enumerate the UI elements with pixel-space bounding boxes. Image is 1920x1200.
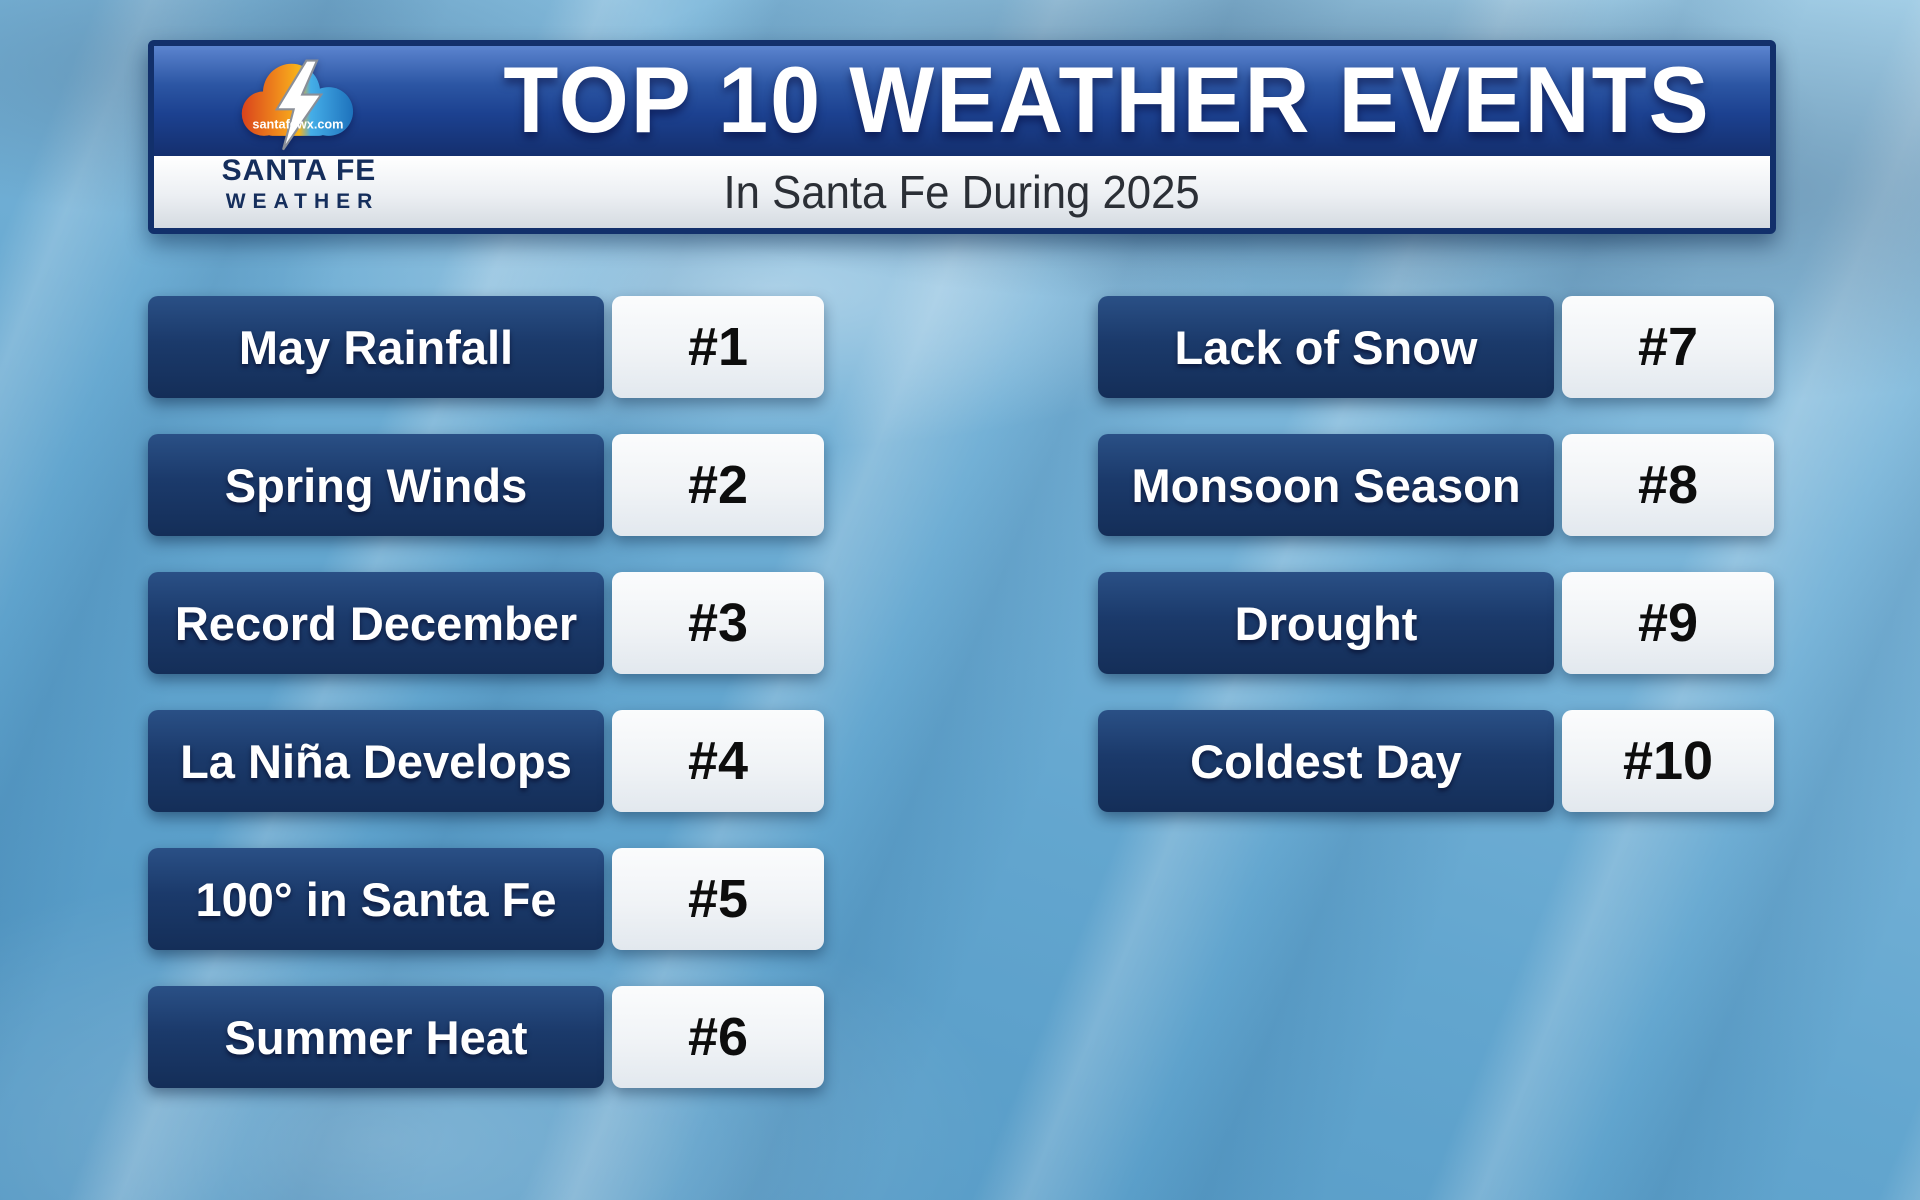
event-label: Drought [1098,572,1554,674]
station-name-line1: SANTA FE [221,154,377,187]
rank-row: May Rainfall #1 [148,296,824,398]
station-name: SANTA FE WEATHER [219,154,380,213]
page-title: TOP 10 WEATHER EVENTS [503,48,1711,153]
rank-row: Summer Heat #6 [148,986,824,1088]
event-label: Lack of Snow [1098,296,1554,398]
logo-site-text: santafewx.com [252,116,343,131]
rank-badge: #8 [1562,434,1774,536]
event-label: Spring Winds [148,434,604,536]
rank-badge: #4 [612,710,824,812]
header-banner: TOP 10 WEATHER EVENTS In Santa Fe During… [148,40,1776,234]
page-subtitle: In Santa Fe During 2025 [723,166,1201,218]
event-label: Record December [148,572,604,674]
rank-row: Drought #9 [1098,572,1774,674]
rank-badge: #2 [612,434,824,536]
cloud-lightning-icon: santafewx.com [241,59,354,151]
subtitle-band: In Santa Fe During 2025 [154,156,1770,228]
rank-row: Coldest Day #10 [1098,710,1774,812]
rank-list-left: May Rainfall #1 Spring Winds #2 Record D… [148,296,824,1124]
title-band: TOP 10 WEATHER EVENTS [154,46,1770,156]
rank-badge: #10 [1562,710,1774,812]
rank-badge: #6 [612,986,824,1088]
event-label: Coldest Day [1098,710,1554,812]
rank-row: Monsoon Season #8 [1098,434,1774,536]
rank-list-right: Lack of Snow #7 Monsoon Season #8 Drough… [1098,296,1774,848]
event-label: May Rainfall [148,296,604,398]
rank-row: La Niña Develops #4 [148,710,824,812]
rank-row: Spring Winds #2 [148,434,824,536]
station-name-line2: WEATHER [225,190,380,213]
event-label: 100° in Santa Fe [148,848,604,950]
station-logo: santafewx.com SANTA FE WEATHER [154,46,444,228]
rank-badge: #7 [1562,296,1774,398]
rank-row: Record December #3 [148,572,824,674]
rank-badge: #5 [612,848,824,950]
rank-badge: #9 [1562,572,1774,674]
rank-badge: #1 [612,296,824,398]
event-label: Summer Heat [148,986,604,1088]
lightning-bolt-icon [274,59,324,151]
rank-row: Lack of Snow #7 [1098,296,1774,398]
rank-badge: #3 [612,572,824,674]
rank-row: 100° in Santa Fe #5 [148,848,824,950]
event-label: Monsoon Season [1098,434,1554,536]
event-label: La Niña Develops [148,710,604,812]
